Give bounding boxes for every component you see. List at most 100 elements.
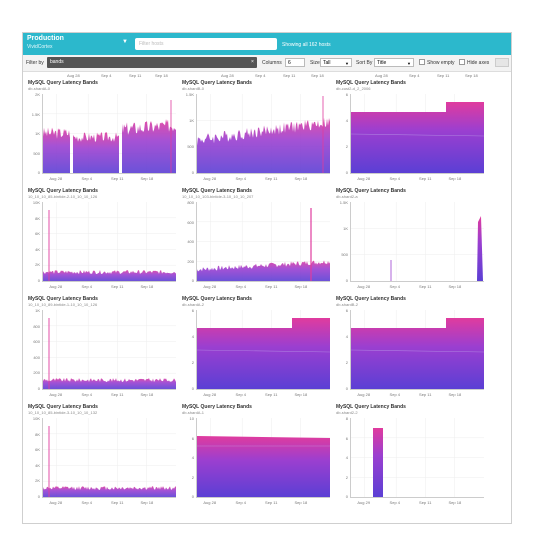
y-axis-tick: 8K <box>35 215 40 221</box>
panel-title: MySQL Query Latency Bands <box>336 188 406 194</box>
x-axis-tick: Sep 18 <box>294 284 308 289</box>
y-axis-tick: 10K <box>32 200 40 205</box>
x-axis-tick: Sep 11 <box>111 500 124 505</box>
latency-band-plot[interactable] <box>196 202 330 282</box>
panel-title: MySQL Query Latency Bands <box>182 404 252 410</box>
graph-panel[interactable]: MySQL Query Latency Bands 10_10_10_85-bin… <box>26 188 178 295</box>
x-axis-tick: Sep 11 <box>419 284 432 289</box>
x-axis-tick: Sep 11 <box>265 392 278 397</box>
panel-title: MySQL Query Latency Bands <box>182 80 252 86</box>
latency-band-plot[interactable] <box>196 418 330 498</box>
y-axis-tick: 0 <box>191 494 194 499</box>
latency-band-plot[interactable] <box>42 202 176 282</box>
x-axis-tick: Sep 11 <box>265 284 278 289</box>
panel-title: MySQL Query Latency Bands <box>28 80 98 86</box>
y-axis-tick: 4 <box>345 334 348 339</box>
sort-select[interactable]: Title ▼ <box>374 58 414 67</box>
environment-dropdown-caret-icon[interactable]: ▼ <box>122 39 128 45</box>
graph-panel[interactable]: MySQL Query Latency Bands db-cust2-d_2_20… <box>334 80 486 187</box>
clear-filter-icon[interactable]: × <box>251 59 254 65</box>
panel-host-subtitle: db-cust2-d_2_2006 <box>336 86 371 91</box>
x-axis-tick: Sep 11 <box>419 176 432 181</box>
graph-panel[interactable]: MySQL Query Latency Bands 10_10_10_89-bin… <box>26 296 178 403</box>
x-axis-tick: Sep 4 <box>389 176 400 181</box>
x-axis-tick: Sep 11 <box>265 176 278 181</box>
graph-panel[interactable]: MySQL Query Latency Bands db-shardA-0 2K 1.… <box>26 80 178 187</box>
top-axis-tick: Sep 11 <box>437 73 450 78</box>
y-axis-tick: 6 <box>345 435 348 441</box>
top-axis-tick: Sep 4 <box>101 73 112 78</box>
graph-panel[interactable]: MySQL Query Latency Bands db-shardB-2 6 4 2 0… <box>334 296 486 403</box>
y-axis-tick: 0 <box>191 278 194 283</box>
x-axis-tick: Sep 18 <box>448 500 462 505</box>
y-axis-tick: 0 <box>37 170 40 175</box>
y-axis-tick: 200 <box>33 370 40 376</box>
graph-panel[interactable]: MySQL Query Latency Bands db-shard2-a 1.5K… <box>334 188 486 295</box>
panel-host-subtitle: db-shardB-0 <box>182 86 205 91</box>
latency-band-plot[interactable] <box>350 418 484 498</box>
latency-band-plot[interactable] <box>350 310 484 390</box>
latency-band-plot[interactable] <box>196 310 330 390</box>
y-axis-tick: 4K <box>35 246 40 252</box>
panel-host-subtitle: 10_10_10_89-bintide-1-10_10_10_126 <box>28 302 98 307</box>
graph-panel[interactable]: MySQL Query Latency Bands db-shardA-1 10 6 4… <box>180 404 332 511</box>
x-axis-tick: Sep 18 <box>140 176 154 181</box>
size-select[interactable]: Tall ▼ <box>320 58 352 67</box>
panel-title: MySQL Query Latency Bands <box>336 296 406 302</box>
latency-band-plot[interactable] <box>42 94 176 174</box>
y-axis-tick: 800 <box>187 200 194 205</box>
x-axis-tick: Sep 4 <box>235 500 246 505</box>
x-axis-tick: Sep 11 <box>111 284 124 289</box>
y-axis-tick: 6K <box>35 447 40 453</box>
x-axis-tick: Sep 4 <box>81 392 92 397</box>
latency-band-plot[interactable] <box>42 418 176 498</box>
latency-band-plot[interactable] <box>196 94 330 174</box>
environment-name[interactable]: Production <box>27 35 64 42</box>
hide-axes-checkbox[interactable] <box>459 59 465 65</box>
columns-label: Columns <box>262 60 282 66</box>
metric-filter-input[interactable]: bands <box>47 57 257 68</box>
panel-title: MySQL Query Latency Bands <box>336 404 406 410</box>
panel-title: MySQL Query Latency Bands <box>182 188 252 194</box>
y-axis-tick: 4 <box>191 334 194 339</box>
graph-panel[interactable]: MySQL Query Latency Bands 10_10_10_103-bi… <box>180 188 332 295</box>
x-axis-tick: Aug 28 <box>49 392 63 397</box>
x-axis-tick: Aug 28 <box>357 284 371 289</box>
y-axis-tick: 0 <box>345 494 348 499</box>
x-axis-tick: Aug 28 <box>49 284 63 289</box>
graph-panel[interactable]: MySQL Query Latency Bands db-shardB-0 1.5K… <box>180 80 332 187</box>
options-button[interactable] <box>495 58 509 67</box>
graph-panel[interactable]: MySQL Query Latency Bands db-shard2-2 8 6 4 2… <box>334 404 486 511</box>
app-window: Production VividCortex ▼ Showing all 162… <box>22 32 512 524</box>
panel-title: MySQL Query Latency Bands <box>28 188 98 194</box>
panel-title: MySQL Query Latency Bands <box>28 404 98 410</box>
show-empty-checkbox[interactable] <box>419 59 425 65</box>
panel-host-subtitle: db-shard2-2 <box>336 410 358 415</box>
panel-title: MySQL Query Latency Bands <box>28 296 98 302</box>
y-axis-tick: 4 <box>345 118 348 123</box>
latency-band-graphic <box>351 310 484 389</box>
y-axis-tick: 4 <box>345 455 348 460</box>
graph-panel[interactable]: MySQL Query Latency Bands db-shardA-2 6 4 2 0… <box>180 296 332 403</box>
host-filter-input[interactable] <box>135 38 277 50</box>
size-select-value: Tall <box>323 60 331 66</box>
panel-host-subtitle: db-shard2-a <box>336 194 358 199</box>
latency-band-plot[interactable] <box>350 94 484 174</box>
panel-host-subtitle: 10_10_10_103-bintide-3-10_10_10_207 <box>182 194 254 199</box>
latency-band-graphic <box>197 202 330 281</box>
y-axis-tick: 1K <box>35 308 40 313</box>
latency-band-plot[interactable] <box>350 202 484 282</box>
x-axis-tick: Sep 11 <box>419 392 432 397</box>
columns-input[interactable]: 6 <box>285 58 305 67</box>
y-axis-tick: 200 <box>187 258 194 264</box>
y-axis-tick: 10K <box>32 416 40 421</box>
x-axis-tick: Aug 28 <box>357 392 371 397</box>
panel-title: MySQL Query Latency Bands <box>336 80 406 86</box>
x-axis-tick: Sep 18 <box>294 392 308 397</box>
x-axis-tick: Sep 18 <box>140 284 154 289</box>
x-axis-tick: Sep 11 <box>111 392 124 397</box>
latency-band-plot[interactable] <box>42 310 176 390</box>
y-axis-tick: 2K <box>35 92 40 97</box>
graph-panel[interactable]: MySQL Query Latency Bands 10_10_10_85-bin… <box>26 404 178 511</box>
panel-host-subtitle: db-shardA-2 <box>182 302 205 307</box>
